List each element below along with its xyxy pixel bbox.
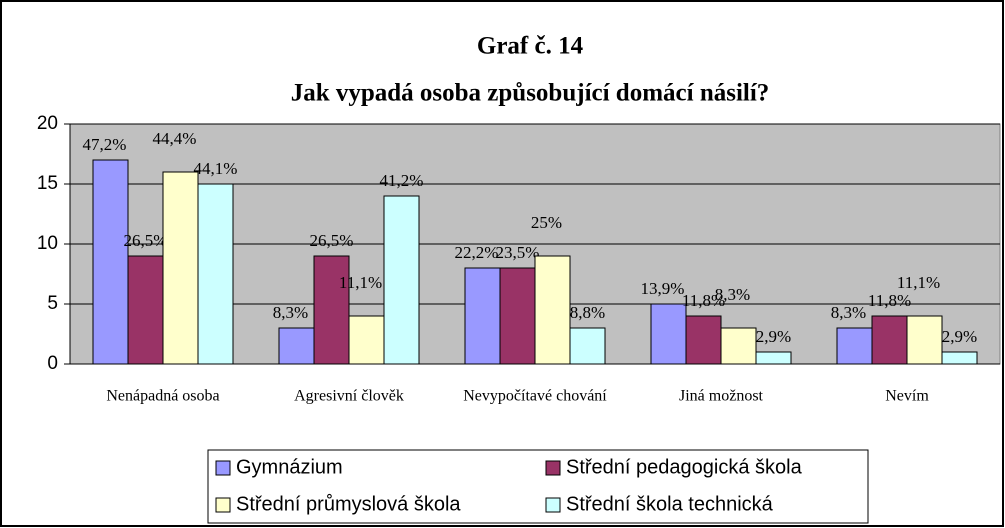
bar — [197, 183, 234, 365]
x-tick-label: Nenápadná osoba — [106, 388, 219, 405]
data-label: 8,8% — [570, 303, 605, 322]
bar — [871, 315, 908, 365]
data-label: 8,3% — [715, 285, 750, 304]
bar — [162, 171, 199, 365]
bar — [534, 255, 571, 365]
bar — [941, 351, 978, 365]
y-tick-label: 5 — [47, 293, 58, 314]
legend-swatch — [545, 497, 561, 513]
bar — [127, 255, 164, 365]
chart-title: Graf č. 14 — [477, 33, 584, 60]
bar — [278, 327, 315, 365]
data-label: 26,5% — [310, 231, 354, 250]
bar — [569, 327, 606, 365]
bar — [464, 267, 501, 365]
y-tick-label: 0 — [47, 353, 58, 374]
data-label: 25% — [531, 213, 562, 232]
data-label: 22,2% — [455, 243, 499, 262]
bar — [720, 327, 757, 365]
bar — [755, 351, 792, 365]
data-label: 44,1% — [194, 159, 238, 178]
y-tick-label: 15 — [37, 173, 58, 194]
bar — [313, 255, 350, 365]
x-tick-label: Nevím — [885, 388, 929, 405]
bar — [383, 195, 420, 365]
data-label: 44,4% — [153, 129, 197, 148]
data-label: 8,3% — [831, 303, 866, 322]
legend-swatch — [545, 460, 561, 476]
data-label: 23,5% — [496, 243, 540, 262]
legend-label: Střední pedagogická škola — [566, 456, 803, 478]
data-label: 11,8% — [682, 291, 725, 310]
data-label: 11,1% — [897, 273, 940, 292]
bar — [906, 315, 943, 365]
data-label: 47,2% — [83, 135, 127, 154]
y-tick-label: 20 — [37, 113, 58, 134]
legend-label: Střední škola technická — [566, 493, 774, 515]
legend-label: Střední průmyslová škola — [236, 493, 461, 515]
bar — [499, 267, 536, 365]
data-label: 2,9% — [942, 327, 977, 346]
bar — [92, 159, 129, 365]
x-tick-label: Nevypočítavé chování — [463, 388, 607, 405]
bar — [685, 315, 722, 365]
legend-swatch — [215, 460, 231, 476]
chart-subtitle: Jak vypadá osoba způsobující domácí nási… — [291, 80, 770, 107]
data-label: 11,8% — [868, 291, 911, 310]
bar — [650, 303, 687, 365]
bar — [348, 315, 385, 365]
y-tick-label: 10 — [37, 233, 58, 254]
data-label: 2,9% — [756, 327, 791, 346]
bar — [836, 327, 873, 365]
legend-label: Gymnázium — [236, 456, 343, 478]
data-label: 13,9% — [641, 279, 685, 298]
data-label: 11,1% — [339, 273, 382, 292]
data-label: 41,2% — [380, 171, 424, 190]
legend-swatch — [215, 497, 231, 513]
x-tick-label: Jiná možnost — [679, 388, 764, 405]
data-label: 8,3% — [273, 303, 308, 322]
data-label: 26,5% — [124, 231, 168, 250]
x-tick-label: Agresivní člověk — [294, 388, 404, 405]
legend — [207, 449, 869, 524]
